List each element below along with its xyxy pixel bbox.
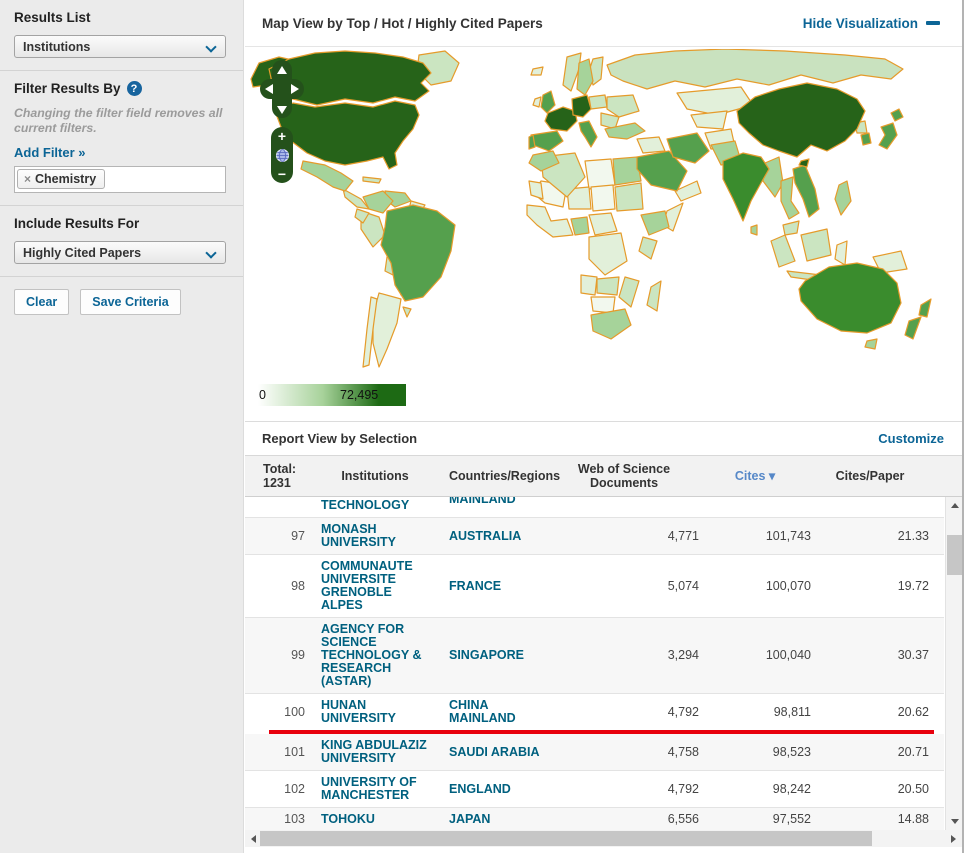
minus-icon xyxy=(926,21,940,25)
triangle-up-icon xyxy=(950,503,959,508)
pan-left-icon[interactable] xyxy=(265,84,273,94)
results-list-title: Results List xyxy=(14,10,91,25)
add-filter-link[interactable]: Add Filter » xyxy=(14,145,86,160)
column-header-countries[interactable]: Countries/Regions xyxy=(449,469,561,483)
map-zoom-control[interactable]: + − xyxy=(271,127,293,183)
table-row-rank-100: 100 HUNAN UNIVERSITY CHINA MAINLAND 4,79… xyxy=(245,694,944,730)
sidebar: Results List Institutions Filter Results… xyxy=(0,0,244,853)
report-view-title: Report View by Selection xyxy=(262,431,418,446)
map-view-title: Map View by Top / Hot / Highly Cited Pap… xyxy=(262,15,543,31)
scroll-left-button[interactable] xyxy=(245,830,262,847)
include-results-section: Include Results For Highly Cited Papers xyxy=(0,206,243,277)
institution-link[interactable]: MONASH UNIVERSITY xyxy=(321,522,397,549)
table-scroll-viewport: CHEMICAL TECHNOLOGY MAINLAND 97 MONASH U… xyxy=(245,497,962,830)
table-row: 101 KING ABDULAZIZ UNIVERSITY SAUDI ARAB… xyxy=(245,734,944,771)
rank-100-cutoff-line xyxy=(269,730,934,734)
world-choropleth-map[interactable] xyxy=(245,49,961,389)
institution-link[interactable]: TOHOKU xyxy=(321,812,375,826)
map-region-group-light-medium[interactable] xyxy=(300,58,878,350)
include-results-selected-value: Highly Cited Papers xyxy=(23,245,142,260)
table-row-partial-bottom: 103 TOHOKU JAPAN 6,556 97,552 14.88 xyxy=(245,808,944,830)
column-header-institutions[interactable]: Institutions xyxy=(341,469,409,483)
map-color-legend: 0 72,495 xyxy=(255,384,406,406)
pan-right-icon[interactable] xyxy=(291,84,299,94)
vertical-scrollbar[interactable] xyxy=(945,497,962,830)
results-list-section: Results List Institutions xyxy=(0,0,243,71)
table-row: 98 COMMUNAUTE UNIVERSITE GRENOBLE ALPES … xyxy=(245,555,944,618)
country-link[interactable]: AUSTRALIA xyxy=(449,528,522,543)
table-row: 99 AGENCY FOR SCIENCE TECHNOLOGY & RESEA… xyxy=(245,618,944,694)
report-view-header: Report View by Selection Customize xyxy=(245,421,962,455)
help-question-icon[interactable]: ? xyxy=(126,81,142,96)
institution-link[interactable]: UNIVERSITY OF MANCHESTER xyxy=(321,775,417,802)
map-region-russia[interactable] xyxy=(606,49,904,90)
results-list-selected-value: Institutions xyxy=(23,39,91,54)
country-link[interactable]: SAUDI ARABIA xyxy=(449,744,540,759)
legend-min-label: 0 xyxy=(259,388,266,402)
institution-link[interactable]: KING ABDULAZIZ UNIVERSITY xyxy=(321,738,427,765)
institution-link[interactable]: AGENCY FOR SCIENCE TECHNOLOGY & RESEARCH… xyxy=(321,622,422,688)
table-row: 102 UNIVERSITY OF MANCHESTER ENGLAND 4,7… xyxy=(245,771,944,808)
horizontal-scrollbar[interactable] xyxy=(245,830,962,847)
column-header-cites-sorted[interactable]: Cites ▾ xyxy=(734,469,776,483)
table-row: 97 MONASH UNIVERSITY AUSTRALIA 4,771 101… xyxy=(245,518,944,555)
scroll-right-button[interactable] xyxy=(945,830,962,847)
horizontal-scroll-thumb[interactable] xyxy=(260,831,872,846)
remove-filter-icon[interactable]: × xyxy=(24,172,32,186)
institution-link[interactable]: CHEMICAL TECHNOLOGY xyxy=(321,497,410,512)
chevron-down-icon xyxy=(205,247,217,259)
map-region-group-medium-dark[interactable] xyxy=(722,152,902,334)
world-map-area: + − 0 72,495 xyxy=(245,47,962,421)
total-count: Total: 1231 xyxy=(263,462,297,490)
column-header-documents[interactable]: Web of Science Documents xyxy=(577,462,671,490)
filter-tag-label: Chemistry xyxy=(35,172,97,186)
criteria-actions-section: Clear Save Criteria xyxy=(0,277,243,327)
country-link[interactable]: SINGAPORE xyxy=(449,648,525,662)
table-body: CHEMICAL TECHNOLOGY MAINLAND 97 MONASH U… xyxy=(245,497,944,830)
include-results-select[interactable]: Highly Cited Papers xyxy=(14,241,226,264)
visualization-report-panel: Map View by Top / Hot / Highly Cited Pap… xyxy=(245,0,964,853)
pan-up-icon[interactable] xyxy=(277,66,287,74)
map-region-group-medium[interactable] xyxy=(380,90,932,340)
filter-tag-chemistry[interactable]: × Chemistry xyxy=(17,169,106,189)
triangle-down-icon xyxy=(950,819,959,824)
triangle-left-icon xyxy=(251,834,256,843)
filter-section: Filter Results By ? Changing the filter … xyxy=(0,71,243,206)
include-results-title: Include Results For xyxy=(14,216,140,231)
map-region-group-dark[interactable] xyxy=(250,50,866,170)
scroll-down-button[interactable] xyxy=(946,813,962,830)
table-row-partial-top: CHEMICAL TECHNOLOGY MAINLAND xyxy=(245,497,944,518)
country-link[interactable]: MAINLAND xyxy=(449,497,516,506)
column-header-cites-per-paper[interactable]: Cites/Paper xyxy=(835,469,905,483)
map-view-header: Map View by Top / Hot / Highly Cited Pap… xyxy=(245,0,962,47)
pan-down-icon[interactable] xyxy=(277,106,287,114)
globe-icon[interactable] xyxy=(275,148,290,163)
vertical-scroll-thumb[interactable] xyxy=(947,535,962,575)
filter-note-text: Changing the filter field removes all cu… xyxy=(14,106,223,135)
clear-button[interactable]: Clear xyxy=(14,289,70,315)
chevron-down-icon xyxy=(205,41,217,53)
filter-section-title: Filter Results By xyxy=(14,81,121,96)
sort-descending-icon: ▾ xyxy=(768,469,776,483)
triangle-right-icon xyxy=(951,834,956,843)
country-link[interactable]: JAPAN xyxy=(449,812,491,826)
customize-link[interactable]: Customize xyxy=(878,431,944,446)
zoom-out-button[interactable]: − xyxy=(277,166,287,182)
results-list-select[interactable]: Institutions xyxy=(14,35,226,58)
map-pan-control[interactable] xyxy=(260,60,304,120)
hide-visualization-link[interactable]: Hide Visualization xyxy=(803,16,940,31)
institution-link[interactable]: COMMUNAUTE UNIVERSITE GRENOBLE ALPES xyxy=(321,559,413,612)
country-link[interactable]: CHINA MAINLAND xyxy=(449,698,516,725)
filter-tags-box[interactable]: × Chemistry xyxy=(14,166,226,193)
institution-link[interactable]: HUNAN UNIVERSITY xyxy=(321,698,397,725)
save-criteria-button[interactable]: Save Criteria xyxy=(80,289,181,315)
legend-max-label: 72,495 xyxy=(340,388,379,402)
country-link[interactable]: FRANCE xyxy=(449,578,502,593)
country-link[interactable]: ENGLAND xyxy=(449,781,511,796)
zoom-in-button[interactable]: + xyxy=(277,128,287,144)
scroll-up-button[interactable] xyxy=(946,497,962,514)
table-header-row: Total: 1231 Institutions Countries/Regio… xyxy=(245,455,962,497)
